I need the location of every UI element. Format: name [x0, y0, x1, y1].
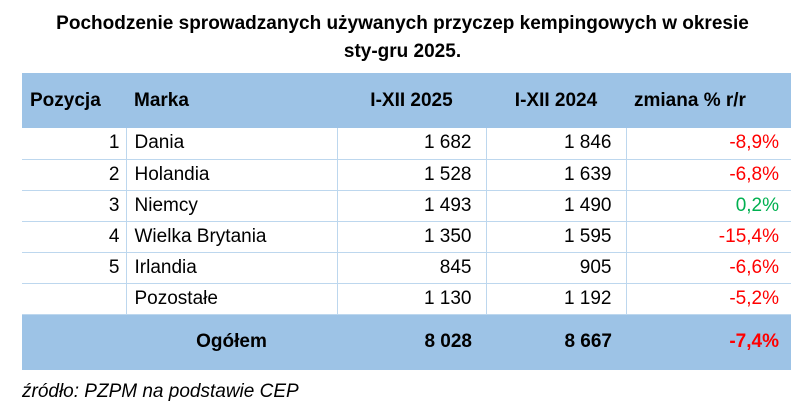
source-note: źródło: PZPM na podstawie CEP [22, 381, 299, 402]
total-row: Ogółem 8 028 8 667 -7,4% [22, 314, 791, 370]
cell-previous: 1 846 [486, 128, 627, 160]
header-row: Pozycja Marka I-XII 2025 I-XII 2024 zmia… [22, 73, 791, 128]
cell-current: 1 130 [337, 283, 487, 315]
cell-position: 3 [22, 190, 127, 222]
cell-position: 1 [22, 128, 127, 160]
table-row: Pozostałe 1 130 1 192 -5,2% [22, 283, 791, 315]
cell-current: 1 682 [337, 128, 487, 160]
cell-position: 5 [22, 252, 127, 284]
cell-brand: Dania [126, 128, 338, 160]
cell-previous: 1 490 [486, 190, 627, 222]
cell-brand: Pozostałe [126, 283, 338, 315]
table-row: 3 Niemcy 1 493 1 490 0,2% [22, 190, 791, 222]
total-position-cell [22, 314, 126, 370]
cell-position: 4 [22, 221, 127, 253]
cell-change: -6,8% [626, 159, 791, 191]
table-row: 2 Holandia 1 528 1 639 -6,8% [22, 159, 791, 191]
cell-brand: Wielka Brytania [126, 221, 338, 253]
table-row: 5 Irlandia 845 905 -6,6% [22, 252, 791, 284]
total-label: Ogółem [196, 331, 267, 353]
cell-change: -8,9% [626, 128, 791, 160]
cell-current: 1 493 [337, 190, 487, 222]
cell-brand: Niemcy [126, 190, 338, 222]
header-position: Pozycja [30, 89, 101, 111]
cell-brand: Holandia [126, 159, 338, 191]
table-row: 4 Wielka Brytania 1 350 1 595 -15,4% [22, 221, 791, 253]
title-line-1: Pochodzenie sprowadzanych używanych przy… [56, 13, 749, 34]
cell-current: 1 350 [337, 221, 487, 253]
cell-change: -15,4% [626, 221, 791, 253]
header-brand: Marka [134, 89, 189, 111]
cell-current: 845 [337, 252, 487, 284]
cell-previous: 1 639 [486, 159, 627, 191]
header-previous: I-XII 2024 [514, 89, 598, 111]
cell-change: -6,6% [626, 252, 791, 284]
header-current: I-XII 2025 [370, 89, 453, 111]
cell-previous: 1 595 [486, 221, 627, 253]
cell-change: -5,2% [626, 283, 791, 315]
cell-previous: 905 [486, 252, 627, 284]
cell-change: 0,2% [626, 190, 791, 222]
cell-current: 1 528 [337, 159, 487, 191]
cell-previous: 1 192 [486, 283, 627, 315]
cell-position [22, 283, 127, 315]
header-change: zmiana % r/r [634, 89, 746, 111]
title-line-2: sty-gru 2025. [343, 41, 462, 62]
total-current: 8 028 [424, 331, 472, 353]
total-change: -7,4% [729, 331, 779, 353]
cell-position: 2 [22, 159, 127, 191]
data-table: Pozycja Marka I-XII 2025 I-XII 2024 zmia… [22, 73, 791, 370]
table-title: Pochodzenie sprowadzanych używanych przy… [0, 10, 805, 66]
cell-brand: Irlandia [126, 252, 338, 284]
total-previous: 8 667 [564, 331, 612, 353]
table-row: 1 Dania 1 682 1 846 -8,9% [22, 128, 791, 160]
